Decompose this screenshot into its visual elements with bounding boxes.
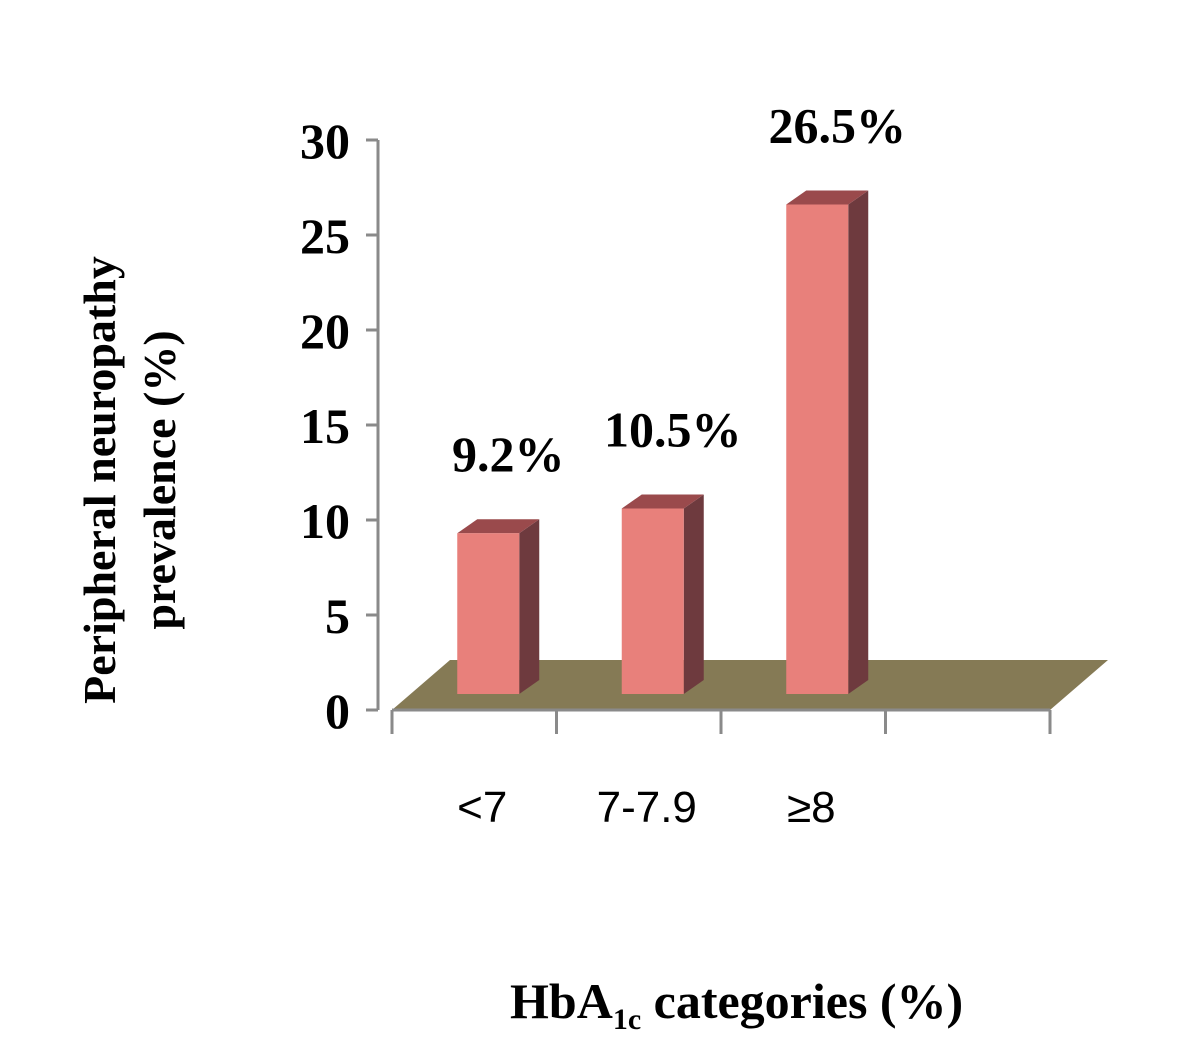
bar xyxy=(457,519,540,694)
y-tick-label: 20 xyxy=(300,303,350,359)
bar-side xyxy=(848,190,869,694)
bar-front xyxy=(457,533,520,694)
y-axis-title-wrap: Peripheral neuropathy prevalence (%) xyxy=(30,140,230,820)
bar-data-label: 10.5% xyxy=(604,402,742,458)
bar xyxy=(621,494,704,694)
y-tick-label: 0 xyxy=(325,683,350,739)
x-tick-label: 7-7.9 xyxy=(597,783,697,832)
y-tick-label: 25 xyxy=(300,208,350,264)
y-axis-title: Peripheral neuropathy prevalence (%) xyxy=(70,256,190,704)
bar-data-label: 9.2% xyxy=(452,426,565,482)
y-tick-label: 15 xyxy=(300,398,350,454)
y-tick-label: 10 xyxy=(300,493,350,549)
y-tick-label: 5 xyxy=(325,588,350,644)
y-axis-title-line2: prevalence (%) xyxy=(134,330,185,630)
x-axis-title: HbA1c categories (%) xyxy=(510,972,963,1037)
x-tick-label: ≥8 xyxy=(787,783,836,832)
bar-front xyxy=(621,508,684,694)
bar-top xyxy=(457,519,540,534)
x-axis-title-sub: 1c xyxy=(612,1003,642,1036)
x-axis-title-main: HbA xyxy=(510,973,613,1029)
x-tick-label: <7 xyxy=(457,783,507,832)
chart-floor xyxy=(392,660,1108,710)
bar-data-label: 26.5% xyxy=(769,98,907,154)
bar-top xyxy=(621,494,704,509)
y-axis-title-line1: Peripheral neuropathy xyxy=(74,256,125,704)
y-tick-label: 30 xyxy=(300,113,350,169)
bar-side xyxy=(683,494,704,694)
bar-top xyxy=(786,190,869,205)
bar-front xyxy=(786,204,849,694)
bar xyxy=(786,190,869,694)
bar-side xyxy=(519,519,540,694)
x-axis-title-rest: categories (%) xyxy=(641,973,964,1029)
